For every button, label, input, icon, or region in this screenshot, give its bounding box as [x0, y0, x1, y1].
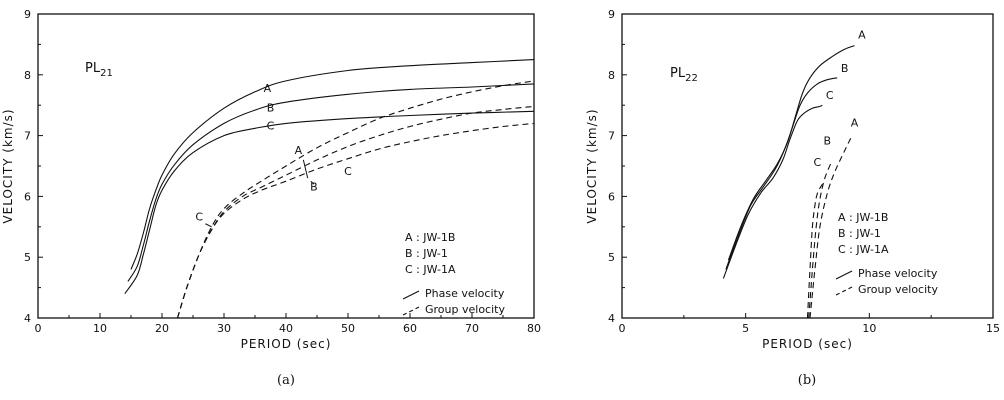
series-group-velocity-a [176, 80, 535, 319]
series-phase-velocity-c [124, 110, 535, 295]
y-tick-label: 8 [608, 69, 615, 82]
x-tick-label: 80 [527, 322, 541, 335]
series-group-velocity-c [806, 183, 823, 319]
panel-title: PL22 [670, 66, 698, 84]
y-tick-label: 6 [24, 190, 31, 203]
y-tick-label: 4 [608, 312, 615, 325]
panel-title-subscript: 22 [685, 73, 698, 84]
x-tick-label: 70 [465, 322, 479, 335]
y-tick-label: 7 [608, 130, 615, 143]
curve-label-a: A [264, 82, 272, 95]
chart-panel-b: 0 5 10 15 4 5 6 7 8 9 PERIOD (sec) VELOCITY (km/s) P… [585, 8, 1000, 388]
panel-title-main: PL [85, 61, 101, 76]
curve-label-a: A [851, 116, 859, 129]
legend-group-swatch [835, 286, 853, 296]
panel-title-subscript: 21 [100, 68, 113, 79]
series-group-velocity-a [809, 135, 853, 319]
panel-caption: (a) [277, 373, 295, 388]
x-tick-label: 20 [155, 322, 169, 335]
y-tick-label: 8 [24, 69, 31, 82]
curve-label-b: B [310, 180, 318, 193]
series-group-velocity-b [808, 162, 832, 319]
chart-panel-a: 0 10 20 30 40 50 60 70 80 4 5 6 7 8 9 PERIOD (sec) VELOC… [1, 8, 541, 388]
y-tick-label: 9 [608, 8, 615, 21]
x-tick-label: 10 [862, 322, 876, 335]
panel-title: PL21 [85, 61, 113, 79]
panel-caption: (b) [798, 373, 816, 388]
y-tick-label: 5 [608, 251, 615, 264]
x-tick-label: 60 [403, 322, 417, 335]
series-phase-velocity-a [130, 59, 535, 270]
label-leader [302, 159, 309, 179]
x-tick-label: 15 [986, 322, 1000, 335]
x-axis-label: PERIOD (sec) [762, 337, 853, 351]
curve-label-c: C [814, 156, 822, 169]
legend-model-entry: A : JW-1B [838, 211, 888, 224]
legend-model-entry: B : JW-1 [838, 227, 881, 240]
y-tick-label: 6 [608, 190, 615, 203]
series-phase-velocity-c [722, 104, 823, 279]
label-leader [205, 223, 212, 228]
legend-model-entry: C : JW-1A [838, 243, 889, 256]
x-tick-label: 10 [93, 322, 107, 335]
curve-label-b: B [841, 62, 849, 75]
panel-title-main: PL [670, 66, 686, 81]
y-tick-label: 7 [24, 130, 31, 143]
legend-group-label: Group velocity [858, 283, 938, 296]
x-tick-label: 30 [217, 322, 231, 335]
legend-model-entry: C : JW-1A [405, 263, 456, 276]
y-tick-label: 4 [24, 312, 31, 325]
x-tick-label: 0 [619, 322, 626, 335]
curve-label-a: A [858, 28, 866, 41]
x-tick-label: 40 [279, 322, 293, 335]
legend-group-label: Group velocity [425, 303, 505, 316]
y-axis-label: VELOCITY (km/s) [1, 108, 15, 223]
x-tick-label: 5 [742, 322, 749, 335]
x-tick-label: 50 [341, 322, 355, 335]
series-phase-velocity-b [127, 83, 535, 282]
series-group-velocity-c [176, 122, 535, 319]
plot-frame [621, 13, 994, 319]
curve-label-c: C [826, 89, 834, 102]
y-tick-label: 9 [24, 8, 31, 21]
legend-phase-swatch [402, 290, 420, 300]
curve-label-c: C [344, 165, 352, 178]
curve-label-b: B [824, 135, 832, 148]
y-tick-label: 5 [24, 251, 31, 264]
legend-model-entry: B : JW-1 [405, 247, 448, 260]
curve-label-c: C [267, 120, 275, 133]
y-axis-label: VELOCITY (km/s) [585, 108, 599, 223]
curve-label-a: A [295, 144, 303, 157]
label-leader [310, 180, 315, 185]
x-tick-label: 0 [35, 322, 42, 335]
legend-model-entry: A : JW-1B [405, 231, 455, 244]
legend-phase-label: Phase velocity [425, 287, 505, 300]
legend-phase-label: Phase velocity [858, 267, 938, 280]
legend-group-swatch [402, 306, 420, 316]
curve-label-b: B [267, 101, 275, 114]
legend-phase-swatch [835, 270, 853, 280]
curve-label-c: C [195, 211, 203, 224]
series-phase-velocity-b [725, 77, 838, 270]
x-axis-label: PERIOD (sec) [241, 337, 332, 351]
